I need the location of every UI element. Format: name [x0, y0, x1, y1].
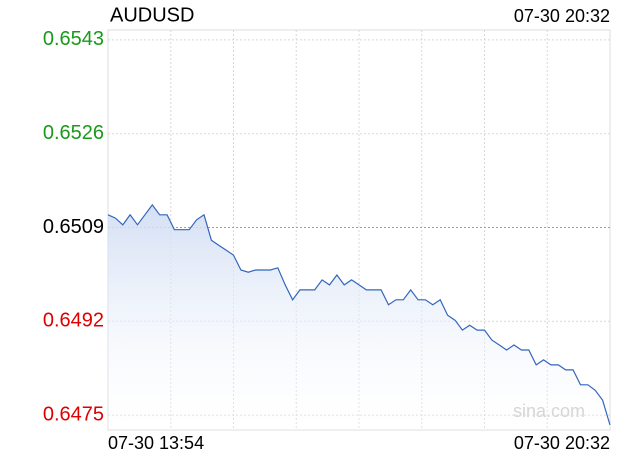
line	[107, 203, 611, 426]
timestamp: 07-30 20:32	[514, 6, 610, 26]
y-tick-label: 0.6492	[43, 310, 104, 332]
area	[108, 204, 610, 430]
y-tick-label: 0.6543	[43, 28, 104, 50]
y-tick-label: 0.6475	[43, 403, 104, 425]
y-tick-label: 0.6509	[43, 216, 104, 238]
x-tick-label: 07-30 20:32	[514, 433, 610, 453]
y-tick-label: 0.6526	[43, 122, 104, 144]
chart-title: AUDUSD	[110, 4, 194, 26]
x-tick-label: 07-30 13:54	[108, 433, 204, 453]
